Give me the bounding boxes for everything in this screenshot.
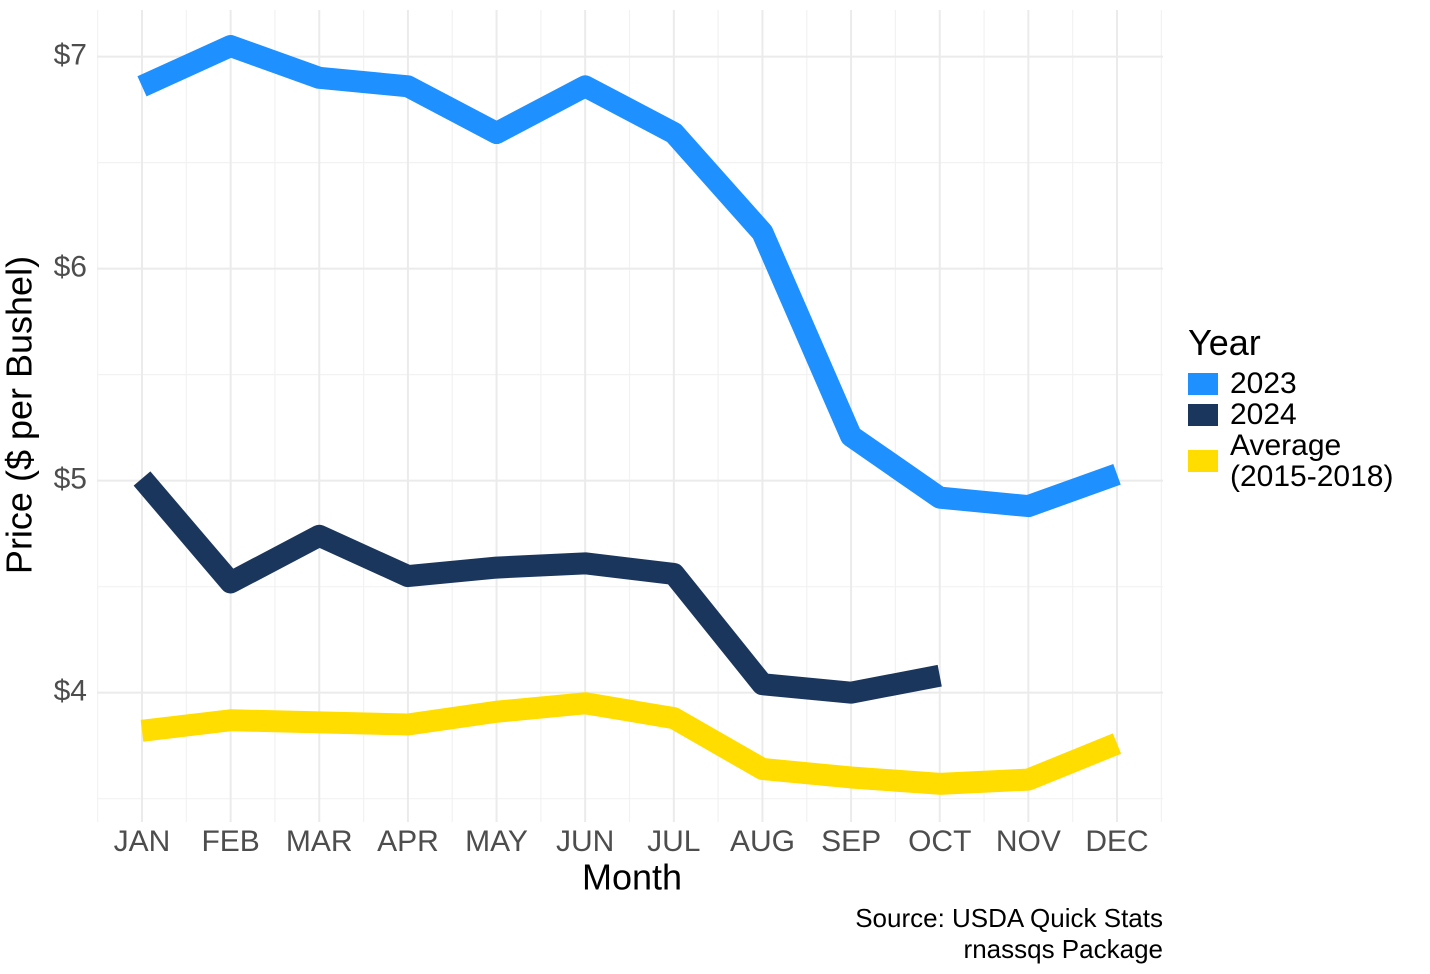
legend-label: 2023 — [1230, 367, 1297, 400]
x-tick-label: NOV — [996, 825, 1061, 858]
x-tick-label: MAR — [286, 825, 353, 858]
series-line — [137, 35, 1121, 518]
legend-key — [1188, 403, 1218, 426]
legend-key — [1188, 450, 1218, 472]
x-tick-label: JAN — [114, 825, 171, 858]
x-tick-label: FEB — [201, 825, 259, 858]
y-tick-label: $6 — [54, 251, 87, 284]
legend-item: Average (2015-2018) — [1188, 430, 1393, 492]
x-tick-label: OCT — [908, 825, 971, 858]
legend-label: Average (2015-2018) — [1230, 429, 1394, 493]
legend-key — [1188, 372, 1218, 395]
x-tick-label: SEP — [821, 825, 881, 858]
series-line — [140, 692, 1122, 795]
grid — [97, 10, 1163, 822]
y-tick-label: $4 — [54, 675, 87, 708]
x-tick-label: DEC — [1085, 825, 1148, 858]
y-tick-label: $5 — [54, 463, 87, 496]
x-tick-label: JUN — [556, 825, 614, 858]
caption: rnassqs Package — [964, 934, 1163, 964]
legend-item: 2024 — [1188, 399, 1393, 430]
caption: Source: USDA Quick Stats — [855, 903, 1163, 933]
series-line — [133, 471, 942, 704]
legend-item: 2023 — [1188, 368, 1393, 399]
y-axis-title: Price ($ per Bushel) — [0, 256, 40, 574]
x-axis-title: Month — [582, 857, 682, 898]
x-tick-label: MAY — [465, 825, 528, 858]
legend: Year 2023 2024 Average (2015-2018) — [1188, 322, 1393, 492]
x-tick-label: JUL — [647, 825, 700, 858]
legend-title: Year — [1188, 322, 1261, 363]
x-tick-label: AUG — [730, 825, 795, 858]
legend-label: 2024 — [1230, 398, 1297, 431]
x-tick-label: APR — [377, 825, 439, 858]
y-tick-label: $7 — [54, 39, 87, 72]
